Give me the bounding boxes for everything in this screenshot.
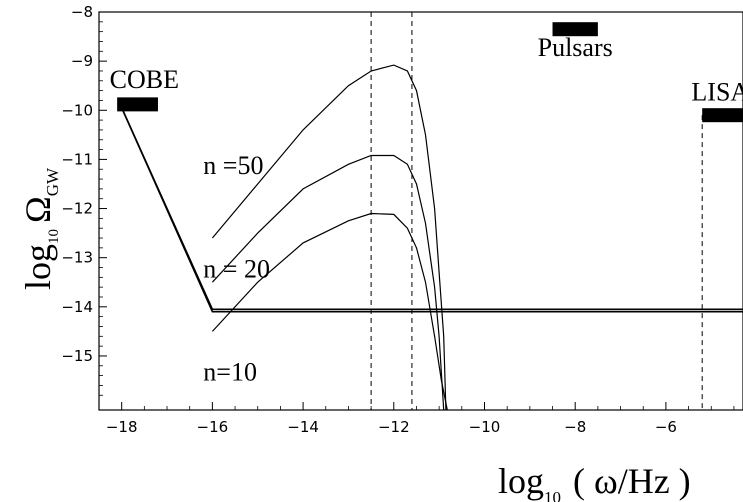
detector-label: Pulsars (538, 33, 613, 62)
y-tick-label: −14 (61, 298, 93, 316)
detector-label: LISA (691, 77, 743, 106)
y-tick-label: −12 (61, 200, 93, 218)
y-axis-ticks: −8 −9 −10 −11 −12 −13 −14 −15 (61, 3, 107, 396)
x-axis-label-log: log (498, 461, 544, 501)
series-line (120, 107, 743, 313)
y-tick-label: −8 (71, 3, 93, 21)
y-axis-label-sub: 10 (46, 229, 62, 244)
y-axis-label-symbol-sub: GW (43, 167, 62, 196)
y-axis-label-log: log (18, 244, 58, 290)
series-label: n=10 (203, 358, 257, 387)
y-axis-label-symbol: Ω (18, 196, 58, 223)
vertical-markers (370, 12, 703, 410)
x-tick-label: −18 (106, 418, 138, 436)
detector-bands: COBE Pulsars LISA (110, 22, 743, 123)
series-label: n = 20 (203, 254, 270, 283)
x-tick-label: −16 (197, 418, 229, 436)
x-tick-label: −10 (469, 418, 501, 436)
series-line (211, 64, 447, 411)
x-axis-label: log10 ( ω/Hz ) (498, 461, 691, 502)
y-tick-label: −10 (61, 101, 93, 119)
x-tick-label: −8 (564, 418, 586, 436)
y-tick-label: −15 (61, 347, 93, 365)
detector-band (552, 22, 598, 37)
detector-band (702, 108, 743, 123)
y-tick-label: −9 (71, 52, 93, 70)
detector-band (117, 97, 158, 112)
curves (120, 64, 743, 411)
x-tick-label: −6 (655, 418, 677, 436)
detector-label: COBE (110, 65, 179, 94)
x-axis-label-rest: ( ω/Hz ) (573, 461, 691, 501)
y-tick-label: −13 (61, 249, 93, 267)
y-tick-label: −11 (61, 150, 93, 168)
series-line (211, 154, 445, 411)
x-tick-label: −12 (378, 418, 410, 436)
x-axis-ticks: −18 −16 −14 −12 −10 −8 −6 (98, 402, 735, 436)
series-labels: n =50 n = 20 n=10 (203, 151, 270, 386)
plot-frame (98, 11, 743, 411)
x-axis-label-sub: 10 (544, 488, 561, 502)
x-tick-label: −14 (287, 418, 319, 436)
series-label: n =50 (203, 151, 263, 180)
series-line (211, 212, 448, 411)
y-axis-label: log10 ΩGW (18, 167, 62, 290)
